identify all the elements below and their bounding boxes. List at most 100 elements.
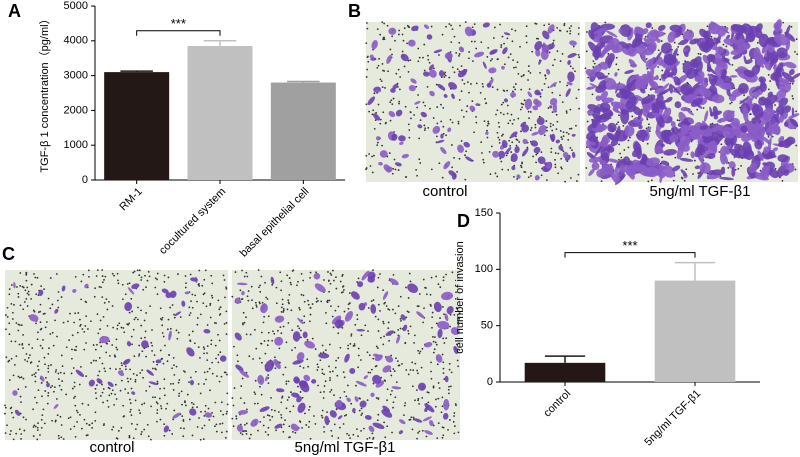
cell — [189, 379, 194, 386]
error-bar — [287, 80, 320, 83]
pore — [219, 423, 221, 425]
pore — [161, 324, 164, 327]
pore — [215, 423, 218, 426]
pore — [376, 28, 379, 31]
pore — [453, 35, 456, 38]
pore — [572, 67, 574, 70]
pore — [725, 45, 728, 48]
pore — [734, 168, 737, 171]
pore — [508, 139, 511, 142]
cell — [774, 19, 782, 33]
pore — [489, 59, 492, 62]
pore — [397, 169, 400, 171]
pore — [130, 422, 133, 425]
pore — [88, 275, 90, 278]
pore — [567, 133, 570, 135]
pore — [350, 334, 353, 337]
cell — [433, 301, 442, 313]
pore — [554, 158, 556, 161]
pore — [347, 347, 350, 350]
pore — [390, 374, 393, 377]
pore — [45, 321, 48, 323]
pore — [393, 370, 396, 372]
pore — [565, 112, 568, 114]
cell — [53, 403, 59, 409]
pore — [450, 144, 453, 146]
pore — [348, 434, 350, 437]
cell — [594, 143, 604, 158]
cell — [680, 106, 689, 112]
pore — [218, 339, 221, 342]
pore — [442, 367, 445, 370]
pore — [498, 125, 501, 128]
pore — [254, 393, 257, 395]
pore — [203, 348, 206, 350]
pore — [501, 168, 504, 171]
pore — [243, 430, 245, 432]
pore — [782, 21, 785, 24]
cell — [757, 150, 764, 161]
cell — [654, 87, 664, 94]
cell — [715, 46, 724, 55]
pore — [560, 166, 563, 169]
pore — [26, 305, 29, 307]
micrograph — [4, 269, 229, 441]
pore — [575, 180, 578, 182]
pore — [182, 435, 185, 438]
cell — [379, 150, 388, 158]
cell — [534, 40, 543, 51]
pore — [463, 82, 466, 85]
cell — [274, 315, 285, 323]
pore — [260, 393, 263, 396]
cell — [729, 75, 738, 78]
pore — [58, 437, 60, 440]
cell — [390, 88, 396, 93]
pore — [556, 27, 559, 29]
pore — [5, 356, 8, 359]
pore — [239, 397, 242, 400]
pore — [194, 294, 197, 297]
pore — [571, 149, 573, 152]
pore — [257, 269, 260, 271]
pore — [128, 311, 131, 314]
cell — [789, 68, 795, 76]
pore — [191, 330, 194, 333]
pore — [317, 299, 319, 302]
pore — [500, 160, 503, 163]
pore — [619, 152, 622, 155]
pore — [686, 153, 689, 156]
pore — [436, 363, 439, 366]
cell — [618, 28, 622, 34]
cell — [372, 113, 381, 121]
pore — [374, 315, 377, 318]
pore — [156, 409, 159, 411]
cell — [711, 169, 725, 176]
pore — [253, 391, 256, 394]
pore — [311, 303, 314, 305]
pore — [19, 304, 22, 307]
pore — [453, 415, 455, 417]
cell — [236, 282, 248, 286]
cell — [605, 145, 615, 153]
pore — [211, 296, 214, 299]
cell — [707, 152, 716, 159]
pore — [17, 329, 20, 332]
pore — [23, 301, 26, 303]
cell — [585, 69, 598, 78]
pore — [54, 319, 56, 322]
pore — [264, 431, 267, 433]
pore — [44, 363, 46, 366]
pore — [337, 437, 340, 439]
pore — [391, 35, 394, 38]
pore — [332, 269, 334, 272]
pore — [60, 424, 63, 426]
pore — [375, 345, 378, 348]
cell — [122, 358, 131, 365]
pore — [561, 138, 564, 141]
pore — [372, 357, 375, 360]
pore — [372, 269, 374, 272]
pore — [457, 365, 460, 368]
pore — [20, 438, 22, 440]
pore — [101, 281, 104, 284]
cell — [639, 154, 648, 168]
